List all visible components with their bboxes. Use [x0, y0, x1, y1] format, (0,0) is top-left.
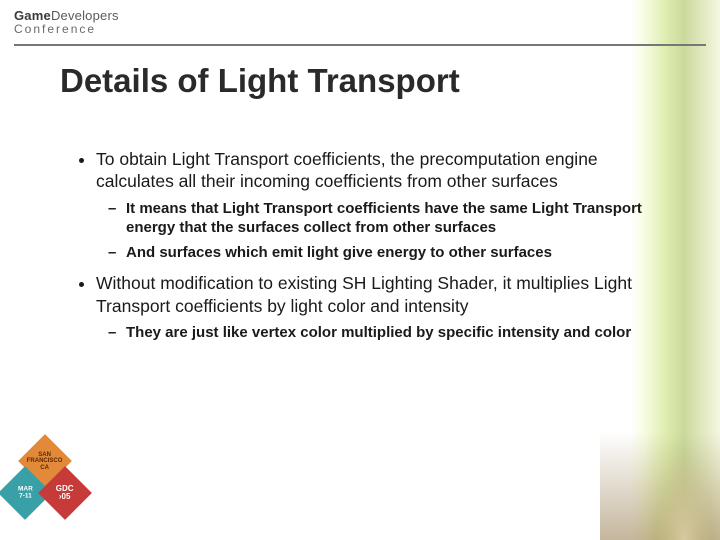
sub-bullet-item: And surfaces which emit light give energ…: [126, 243, 680, 262]
sub-bullet-list: It means that Light Transport coefficien…: [96, 199, 680, 263]
bullet-text: Without modification to existing SH Ligh…: [96, 273, 632, 315]
badge-location-l1: SAN: [27, 452, 63, 458]
bullet-text: To obtain Light Transport coefficients, …: [96, 149, 598, 191]
badge-event-l2: ›05: [56, 493, 74, 501]
sub-bullet-item: They are just like vertex color multipli…: [126, 323, 680, 342]
sub-bullet-list: They are just like vertex color multipli…: [96, 323, 680, 342]
badge-location-l3: CA: [27, 464, 63, 470]
logo-word-game: Game: [14, 8, 51, 23]
conference-badges: SAN FRANCISCO CA MAR 7-11 GDC ›05: [0, 432, 100, 532]
slide-title: Details of Light Transport: [60, 62, 460, 100]
badge-date-l2: 7-11: [18, 493, 33, 500]
sub-bullet-item: It means that Light Transport coefficien…: [126, 199, 680, 237]
gdc-logo: GameDevelopers Conference: [14, 8, 119, 36]
bullet-list: To obtain Light Transport coefficients, …: [72, 148, 680, 342]
bullet-item: Without modification to existing SH Ligh…: [96, 272, 680, 342]
background-road: [600, 360, 720, 540]
logo-line1: GameDevelopers: [14, 8, 119, 23]
header-divider: [14, 44, 706, 46]
logo-line2: Conference: [14, 22, 119, 36]
logo-word-developers: Developers: [51, 8, 119, 23]
badge-location-l2: FRANCISCO: [27, 458, 63, 464]
bullet-item: To obtain Light Transport coefficients, …: [96, 148, 680, 262]
slide-content: To obtain Light Transport coefficients, …: [72, 148, 680, 352]
